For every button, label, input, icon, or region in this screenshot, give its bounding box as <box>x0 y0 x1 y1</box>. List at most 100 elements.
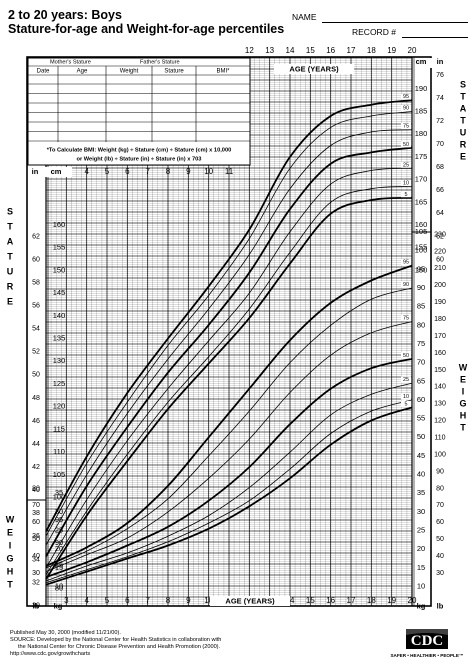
stature-in-tick-left-42: 42 <box>32 464 40 471</box>
weight-lb-tick-right-180: 180 <box>434 316 446 323</box>
record-table-background <box>28 58 250 165</box>
stature-curve-label-p90: 90 <box>403 106 409 112</box>
stature-cm-tick-left-125: 125 <box>53 379 66 388</box>
age-tick-top-20: 20 <box>408 46 417 55</box>
stature-cm-tick-left-100: 100 <box>53 492 66 501</box>
weight-curve-label-bg-p10 <box>401 393 411 400</box>
age-tick-bottom-10: 10 <box>204 596 213 605</box>
weight-kg-tick-right-100: 100 <box>415 246 428 255</box>
age-label-top-box <box>274 64 354 74</box>
stature-cm-tick-left-110: 110 <box>53 447 65 456</box>
name-field-line <box>322 22 468 23</box>
weight-kg-tick-left-15: 15 <box>55 563 63 572</box>
weight-kg-tick-right-35: 35 <box>417 488 425 497</box>
weight-kg-tick-right-65: 65 <box>417 376 425 385</box>
age-tick-top-15: 15 <box>306 46 315 55</box>
weight-lb-tick-right-110: 110 <box>434 434 445 441</box>
record-table-frame <box>27 57 251 166</box>
stature-in-tick-left-54: 54 <box>32 326 40 333</box>
stature-curve-label-bg-p5 <box>401 191 411 198</box>
page-title: 2 to 20 years: Boys <box>8 8 122 22</box>
weight-lb-tick-right-160: 160 <box>434 350 446 357</box>
age-tick-bottom-17: 17 <box>347 596 356 605</box>
age-tick-mid-11: 11 <box>225 167 234 176</box>
weight-curve-p25 <box>45 382 413 582</box>
stature-curve-label-p10: 10 <box>403 180 409 186</box>
stature-title-right-letter-5: R <box>460 139 467 149</box>
weight-lb-tick-right-30: 30 <box>436 570 444 577</box>
weight-lb-tick-right-80: 80 <box>436 485 444 492</box>
stature-in-tick-right-68: 68 <box>436 164 444 171</box>
age-label-bottom-box <box>210 596 290 606</box>
stature-cm-tick-left-95: 95 <box>55 515 63 524</box>
weight-kg-tick-left-20: 20 <box>55 544 63 553</box>
weight-lb-tick-right-70: 70 <box>436 502 444 509</box>
stature-unit-cm-left: cm <box>51 167 62 176</box>
stature-curve-label-bg-p10 <box>401 179 411 186</box>
stature-cm-tick-left-140: 140 <box>53 311 66 320</box>
stature-cm-tick-left-145: 145 <box>53 288 66 297</box>
age-tick-bottom-19: 19 <box>387 596 396 605</box>
weight-kg-tick-right-30: 30 <box>417 507 425 516</box>
weight-title-left-letter-4: H <box>7 566 14 576</box>
weight-lb-tick-right-200: 200 <box>434 282 446 289</box>
weight-curve-label-bg-p90 <box>401 281 411 288</box>
stature-in-tick-left-38: 38 <box>32 510 40 517</box>
weight-kg-tick-right-20: 20 <box>417 544 425 553</box>
stature-curve-p25 <box>45 167 413 569</box>
age-tick-mid-4: 4 <box>84 167 89 176</box>
stature-cm-tick-left-150: 150 <box>53 265 66 274</box>
record-field-line <box>402 37 468 38</box>
age-tick-bottom-18: 18 <box>367 596 376 605</box>
weight-unit-kg-left: kg <box>54 601 63 610</box>
page-subtitle: Stature-for-age and Weight-for-age perce… <box>8 22 285 36</box>
stature-curve-p50 <box>45 146 413 557</box>
age-tick-bottom-14: 14 <box>286 596 295 605</box>
stature-cm-tick-right-175: 175 <box>415 152 428 161</box>
stature-curve-label-bg-p75 <box>401 123 411 130</box>
footer-source: SOURCE: Developed by the National Center… <box>10 637 222 643</box>
stature-cm-tick-right-150: 150 <box>415 265 428 274</box>
age-tick-top-19: 19 <box>387 46 396 55</box>
age-tick-bottom-4: 4 <box>84 596 89 605</box>
stature-in-tick-left-32: 32 <box>32 579 40 586</box>
stature-in-tick-left-48: 48 <box>32 395 40 402</box>
weight-lb-tick-right-230: 230 <box>434 231 446 238</box>
weight-curve-label-p25: 25 <box>403 377 409 383</box>
weight-kg-tick-right-80: 80 <box>417 320 425 329</box>
age-tick-top-16: 16 <box>326 46 335 55</box>
stature-units-left-box <box>28 167 72 177</box>
age-axis-label-top: AGE (YEARS) <box>289 64 339 73</box>
stature-curve-p5 <box>45 196 413 580</box>
stature-in-tick-right-64: 64 <box>436 210 444 217</box>
name-label: NAME <box>292 12 317 22</box>
stature-curve-label-p50: 50 <box>403 142 409 148</box>
weight-kg-tick-left-10: 10 <box>55 582 63 591</box>
stature-unit-cm-right: cm <box>416 57 427 66</box>
stature-cm-tick-right-155: 155 <box>415 243 428 252</box>
age-tick-mid-6: 6 <box>125 167 130 176</box>
weight-kg-tick-right-15: 15 <box>417 563 425 572</box>
footer-source-cont: the National Center for Chronic Disease … <box>18 644 221 650</box>
stature-unit-in-left: in <box>32 167 39 176</box>
stature-title-right-letter-0: S <box>460 79 466 89</box>
weight-curve-p10 <box>45 399 413 584</box>
stature-title-left-letter-3: T <box>7 251 13 261</box>
weight-curve-label-bg-p50 <box>401 352 411 359</box>
weight-lb-tick-left-60: 60 <box>32 519 40 526</box>
weight-curve-label-bg-p95 <box>401 259 411 266</box>
stature-cm-tick-left-80: 80 <box>55 583 63 592</box>
weight-curve-label-bg-p5 <box>401 400 411 407</box>
stature-curve-p10 <box>45 186 413 575</box>
weight-kg-tick-right-45: 45 <box>417 451 425 460</box>
stature-cm-tick-left-105: 105 <box>53 470 66 479</box>
weight-curve-label-p95: 95 <box>403 260 409 266</box>
weight-curve-label-p5: 5 <box>405 401 408 407</box>
stature-curve-label-bg-p25 <box>401 161 411 168</box>
weight-lb-tick-right-50: 50 <box>436 536 444 543</box>
stature-cm-tick-left-155: 155 <box>53 243 66 252</box>
age-tick-bottom-20: 20 <box>408 596 417 605</box>
cdc-logo-text: CDC <box>411 633 444 649</box>
weight-kg-tick-right-55: 55 <box>417 414 425 423</box>
